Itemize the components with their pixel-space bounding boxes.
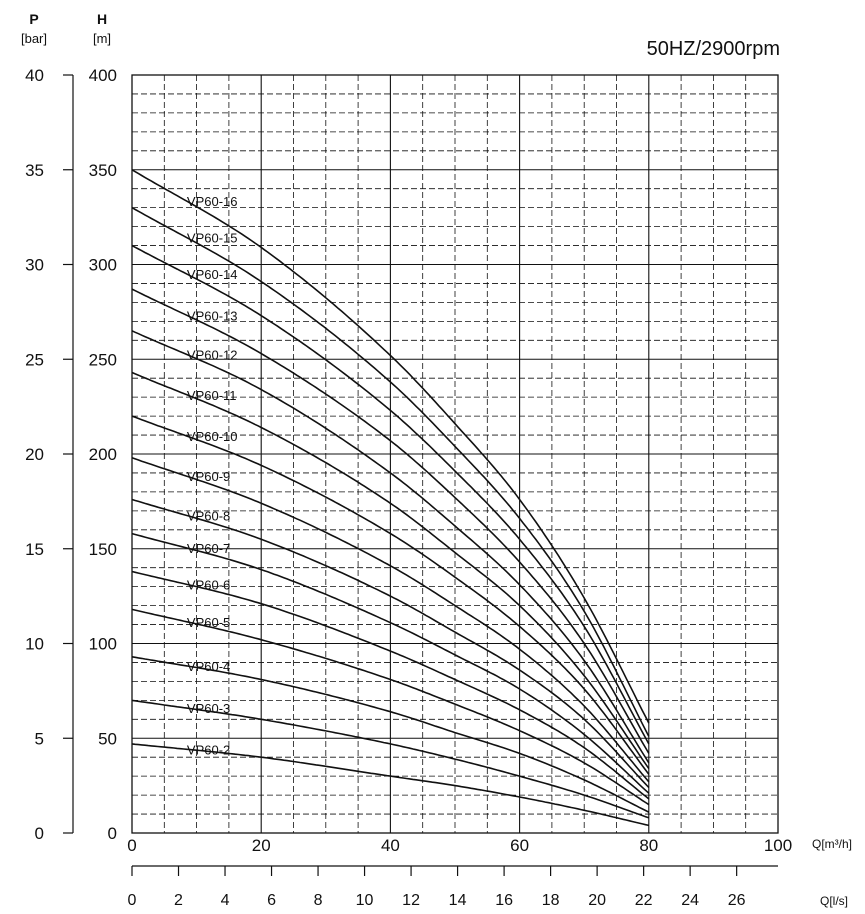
curve-label: VP60-5 (187, 615, 230, 630)
curves (131, 169, 650, 827)
curve-vp60-7 (131, 532, 650, 794)
q-ls-tick-label: 26 (728, 892, 746, 909)
curve-vp60-5 (131, 608, 650, 806)
plot-frame (131, 74, 779, 834)
curve-vp60-4 (131, 656, 650, 813)
q-m3h-tick-label: 20 (252, 836, 271, 855)
q-ls-tick-label: 0 (128, 892, 137, 909)
h-axis-tick-label: 400 (89, 66, 117, 85)
curve-label: VP60-16 (187, 194, 238, 209)
q-ls-tick-label: 24 (681, 892, 699, 909)
curve-label: VP60-14 (187, 267, 238, 282)
q-m3h-tick-label: 60 (510, 836, 529, 855)
curve-label: VP60-13 (187, 308, 238, 323)
p-axis-tick-label: 10 (25, 635, 44, 654)
curve-vp60-12 (131, 330, 650, 764)
q-m3h-tick-label: 100 (764, 836, 792, 855)
p-axis-tick-label: 20 (25, 445, 44, 464)
q-ls-tick-label: 14 (449, 892, 467, 909)
q-m3h-tick-label: 0 (127, 836, 136, 855)
curve-label: VP60-7 (187, 541, 230, 556)
h-axis-name: H (97, 11, 107, 27)
chart-title: 50HZ/2900rpm (647, 38, 780, 60)
q-ls-tick-label: 8 (314, 892, 323, 909)
q-ls-tick-label: 12 (402, 892, 420, 909)
curve-vp60-10 (131, 415, 650, 775)
curve-vp60-13 (131, 288, 650, 754)
h-axis-tick-label: 0 (108, 824, 117, 843)
q-ls-tick-label: 22 (635, 892, 653, 909)
curve-vp60-2 (131, 743, 649, 827)
p-axis-tick-label: 40 (25, 66, 44, 85)
p-axis-tick-label: 35 (25, 161, 44, 180)
curve-label: VP60-9 (187, 469, 230, 484)
p-axis-name: P (29, 11, 38, 27)
curve-label: VP60-2 (187, 742, 230, 757)
curve-label: VP60-10 (187, 429, 238, 444)
p-axis-tick-label: 5 (35, 729, 44, 748)
h-axis-tick-label: 50 (98, 729, 117, 748)
grid (131, 74, 779, 834)
h-axis-tick-label: 300 (89, 256, 117, 275)
curve-vp60-14 (131, 244, 650, 745)
curve-label: VP60-4 (187, 659, 230, 674)
curve-vp60-16 (131, 169, 650, 724)
curve-label: VP60-3 (187, 701, 230, 716)
q-ls-tick-label: 18 (542, 892, 560, 909)
q-m3h-axis-unit: Q[m³/h] (812, 837, 852, 851)
p-axis-tick-label: 30 (25, 256, 44, 275)
curve-label: VP60-6 (187, 577, 230, 592)
q-ls-axis-unit: Q[l/s] (820, 894, 848, 908)
h-axis-tick-label: 150 (89, 540, 117, 559)
p-axis-tick-label: 15 (25, 540, 44, 559)
axes: 0510152025303540050100150200250300350400… (25, 66, 792, 909)
q-m3h-tick-label: 80 (639, 836, 658, 855)
h-axis-tick-label: 200 (89, 445, 117, 464)
curve-label: VP60-11 (187, 388, 237, 403)
q-ls-tick-label: 4 (221, 892, 230, 909)
q-ls-tick-label: 2 (174, 892, 183, 909)
p-axis-tick-label: 25 (25, 350, 44, 369)
p-axis-tick-label: 0 (35, 824, 44, 843)
curve-labels: VP60-2 VP60-3 VP60-4 VP60-5 VP60-6 VP60-7 VP60… (187, 194, 238, 757)
curve-label: VP60-8 (187, 509, 230, 524)
curve-vp60-15 (131, 206, 650, 737)
curve-label: VP60-12 (187, 348, 238, 363)
p-axis-unit: [bar] (21, 31, 47, 46)
q-ls-tick-label: 20 (588, 892, 606, 909)
curve-label: VP60-15 (187, 231, 238, 246)
h-axis-tick-label: 100 (89, 635, 117, 654)
q-ls-tick-label: 16 (495, 892, 513, 909)
h-axis-unit: [m] (93, 31, 111, 46)
q-ls-tick-label: 10 (356, 892, 374, 909)
q-m3h-tick-label: 40 (381, 836, 400, 855)
q-ls-tick-label: 6 (267, 892, 276, 909)
curve-vp60-8 (131, 498, 650, 789)
curve-vp60-11 (131, 371, 650, 770)
curve-vp60-9 (131, 457, 650, 783)
curve-vp60-6 (131, 570, 650, 800)
curve-vp60-3 (131, 699, 650, 819)
h-axis-tick-label: 250 (89, 350, 117, 369)
h-axis-tick-label: 350 (89, 161, 117, 180)
